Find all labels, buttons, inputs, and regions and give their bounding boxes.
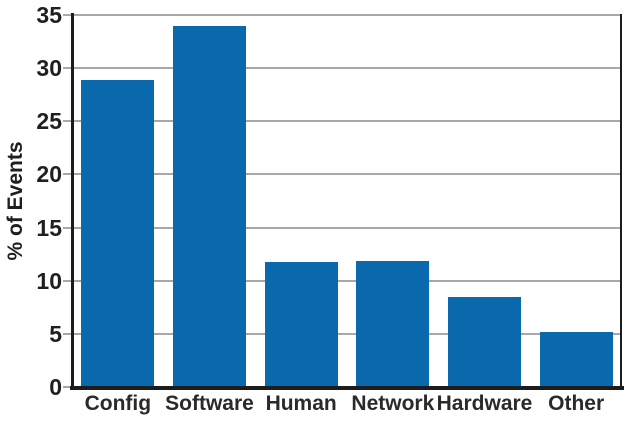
y-tick-label-35: 35 <box>36 2 62 28</box>
bar-software <box>173 25 246 387</box>
bar-config <box>81 79 155 387</box>
x-axis-label-config: Config <box>84 392 152 415</box>
y-tick-label-20: 20 <box>36 161 62 188</box>
bar-network <box>356 260 430 387</box>
bar-hardware <box>448 296 521 387</box>
y-tick-label-5: 5 <box>49 320 62 347</box>
y-tick-mark-5 <box>63 332 71 335</box>
x-axis-line <box>70 386 624 390</box>
x-axis-label-software: Software <box>165 392 254 415</box>
gridline-5 <box>74 332 622 335</box>
y-tick-label-10: 10 <box>36 267 62 294</box>
y-axis-line <box>71 13 74 390</box>
y-tick-mark-25 <box>63 120 71 123</box>
gridline-30 <box>74 67 622 70</box>
y-tick-mark-10 <box>63 279 71 282</box>
gridline-25 <box>74 120 622 123</box>
bar-human <box>264 261 338 387</box>
y-tick-mark-30 <box>63 67 71 70</box>
y-tick-mark-15 <box>63 226 71 229</box>
x-axis-label-network: Network <box>351 392 435 415</box>
y-axis-title: % of Events <box>4 141 27 261</box>
y-tick-mark-20 <box>63 173 71 176</box>
bar-other <box>539 331 613 387</box>
plot-area <box>72 14 622 387</box>
y-tick-label-15: 15 <box>36 214 62 241</box>
y-tick-mark-0 <box>63 386 71 388</box>
x-axis-label-hardware: Hardware <box>436 392 533 415</box>
y-tick-label-0: 0 <box>49 374 62 400</box>
x-axis-label-human: Human <box>265 392 337 415</box>
gridline-10 <box>74 279 622 282</box>
gridline-20 <box>74 173 622 176</box>
x-axis-label-other: Other <box>548 392 605 415</box>
y-tick-label-30: 30 <box>36 55 62 82</box>
plot-right-border <box>620 14 622 388</box>
y-tick-label-25: 25 <box>36 108 62 135</box>
gridline-15 <box>74 226 622 229</box>
gridline-35 <box>74 14 622 16</box>
y-tick-mark-35 <box>63 14 71 16</box>
